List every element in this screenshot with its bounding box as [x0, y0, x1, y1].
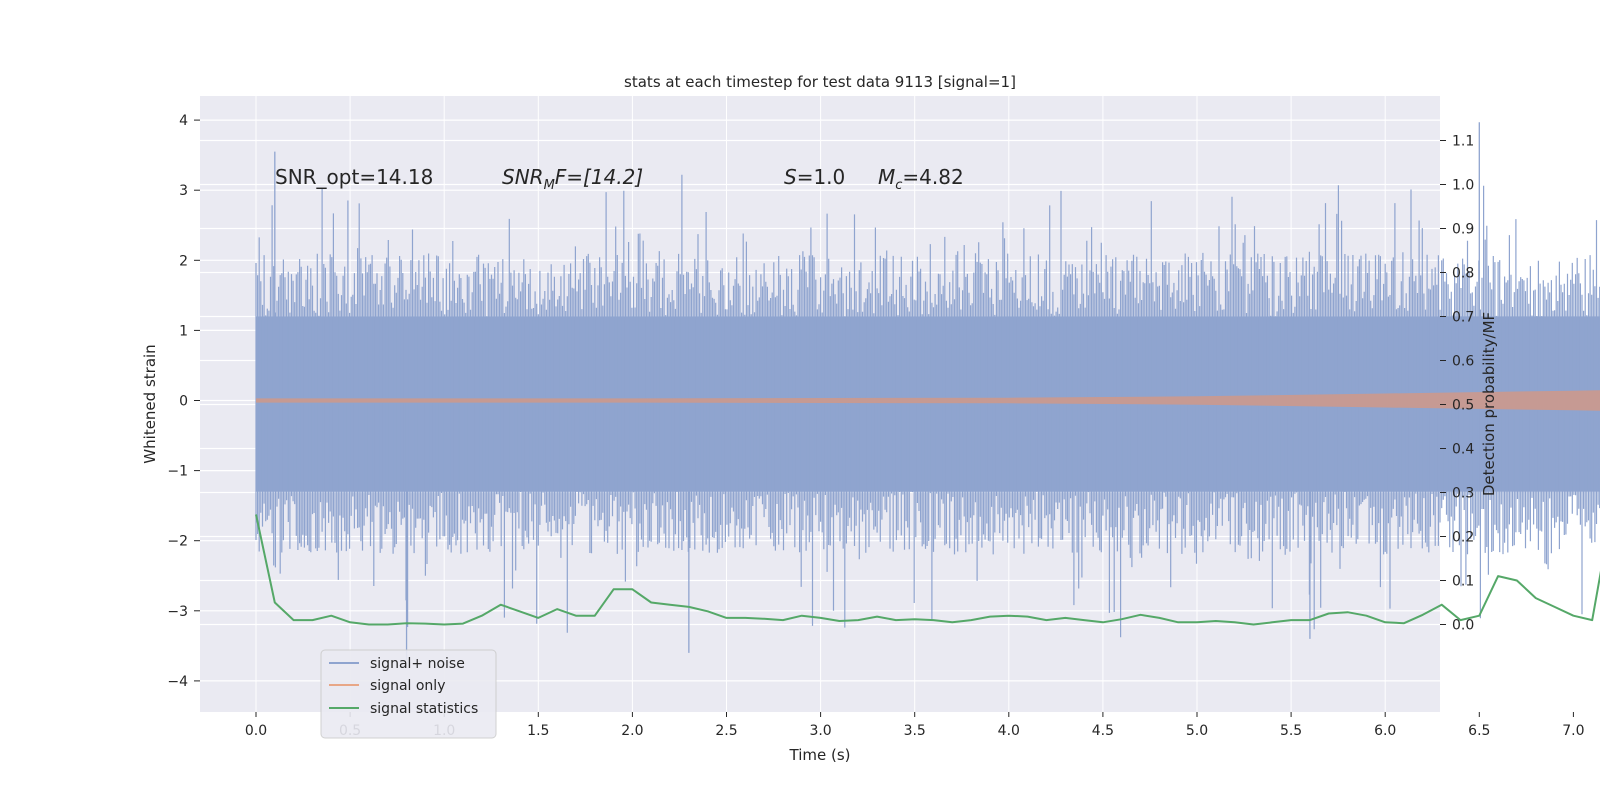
mc-subscript: c: [895, 178, 902, 193]
annotation-snr-opt: SNR_opt=14.18: [275, 165, 433, 189]
y-tick-label: −3: [167, 604, 188, 620]
legend-label-noise: signal+ noise: [370, 656, 465, 672]
x-tick-label: 2.5: [715, 723, 737, 739]
y-tick-label: −2: [167, 534, 188, 550]
y-tick-label: 3: [179, 183, 188, 199]
x-tick-label: 1.5: [527, 723, 549, 739]
y-tick-label: 0: [179, 394, 188, 410]
right-y-axis-ticks: 1.1 1.0 0.9 0.8 0.7 0.6 0.5 0.4 0.3 0.2 0.1 0.0: [1440, 134, 1474, 634]
x-tick-label: 6.5: [1468, 723, 1490, 739]
x-tick-label: 4.0: [998, 723, 1020, 739]
y-right-tick-label: 0.5: [1452, 398, 1474, 414]
legend: signal+ noise signal only signal statist…: [320, 649, 497, 739]
y-right-tick-label: 1.1: [1452, 134, 1474, 150]
y-right-tick-label: 0.2: [1452, 530, 1474, 546]
snr-mf-symbol: SNR: [502, 165, 544, 189]
y-tick-label: 1: [179, 323, 188, 339]
x-tick-label: 3.0: [809, 723, 831, 739]
legend-label-signal: signal only: [370, 678, 445, 694]
mc-value: =4.82: [902, 165, 963, 189]
y-right-tick-label: 1.0: [1452, 178, 1474, 194]
x-tick-label: 4.5: [1092, 723, 1114, 739]
y-right-tick-label: 0.7: [1452, 310, 1474, 326]
y-right-tick-label: 0.0: [1452, 618, 1474, 634]
y-tick-label: −1: [167, 464, 188, 480]
y-right-tick-label: 0.8: [1452, 266, 1474, 282]
x-axis-label: Time (s): [789, 746, 851, 764]
y-axis-label: Whitened strain: [141, 344, 159, 463]
annotation-s: S=1.0: [784, 165, 845, 189]
x-tick-label: 5.5: [1280, 723, 1302, 739]
y-right-tick-label: 0.9: [1452, 222, 1474, 238]
signal-statistics-series: [255, 514, 1600, 626]
x-tick-label: 7.0: [1562, 723, 1584, 739]
s-value: =1.0: [797, 165, 846, 189]
x-tick-label: 2.0: [621, 723, 643, 739]
y-right-tick-label: 0.6: [1452, 354, 1474, 370]
x-tick-label: 6.0: [1374, 723, 1396, 739]
statistics-line: [255, 514, 1600, 626]
x-tick-label: 3.5: [904, 723, 926, 739]
y-right-tick-label: 0.1: [1452, 574, 1474, 590]
annotation-snr-mf: SNRMF=[14.2]: [502, 165, 643, 193]
y-axis-ticks: 4 3 2 1 0 −1 −2 −3 −4: [167, 113, 200, 690]
legend-box: [320, 649, 497, 739]
x-tick-label: 0.0: [245, 723, 267, 739]
y-right-tick-label: 0.3: [1452, 486, 1474, 502]
y-tick-label: −4: [167, 674, 188, 690]
snr-mf-subscript: M: [544, 178, 555, 193]
y-tick-label: 4: [179, 113, 188, 129]
legend-label-stats: signal statistics: [370, 701, 478, 717]
snr-mf-symbol-f: F=[14.2]: [555, 165, 643, 189]
mc-symbol: M: [878, 165, 895, 189]
signal-only-series: [256, 390, 1600, 411]
y-right-tick-label: 0.4: [1452, 442, 1474, 458]
annotation-mc: Mc=4.82: [878, 165, 964, 193]
y-tick-label: 2: [179, 253, 188, 269]
x-tick-label: 5.0: [1186, 723, 1208, 739]
right-y-axis-label: Detection probability/MF: [1480, 312, 1498, 496]
s-symbol: S: [784, 165, 797, 189]
signal-envelope: [256, 390, 1600, 411]
chart-title: stats at each timestep for test data 911…: [624, 73, 1016, 91]
